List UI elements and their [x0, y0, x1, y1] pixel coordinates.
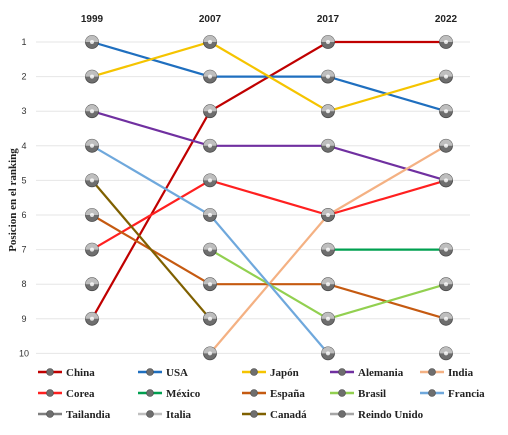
y-tick-9: 9 [21, 314, 26, 324]
legend-item-12: Canadá [242, 409, 307, 421]
marker-12-1 [203, 311, 217, 326]
legend-label: India [448, 367, 474, 379]
marker-7-2 [321, 277, 335, 292]
y-tick-5: 5 [21, 175, 26, 185]
marker-4-1 [203, 346, 217, 361]
legend-label: México [166, 388, 201, 400]
marker-0-0 [85, 311, 99, 326]
y-tick-7: 7 [21, 245, 26, 255]
marker-2-1 [203, 35, 217, 49]
marker-2-2 [321, 104, 335, 119]
marker-4-3 [439, 138, 453, 153]
legend-item-9: Francia [420, 388, 485, 400]
legend-item-8: Brasil [330, 388, 386, 400]
marker-7-1 [203, 277, 217, 292]
marker-3-2 [321, 138, 335, 153]
series-line-2 [91, 40, 447, 113]
y-tick-1: 1 [21, 37, 26, 47]
marker-7-3 [439, 311, 453, 326]
legend-item-5: Corea [38, 388, 95, 400]
marker-1-3 [439, 104, 453, 119]
y-tick-4: 4 [21, 141, 26, 151]
marker-6-2 [321, 242, 335, 257]
marker-10-3 [439, 346, 453, 361]
y-tick-10: 10 [19, 348, 29, 358]
marker-9-1 [203, 208, 217, 222]
legend-item-6: México [138, 388, 201, 400]
grid [36, 41, 470, 354]
marker-13-0 [85, 277, 99, 292]
y-tick-6: 6 [21, 210, 26, 220]
series-lines [91, 40, 447, 355]
legend-label: Francia [448, 388, 485, 400]
y-axis-label: Posicion en el ranking [7, 148, 19, 252]
legend: China USA Japón Alemania India Corea México Esp… [38, 367, 485, 421]
y-tick-2: 2 [21, 72, 26, 82]
x-label-1999: 1999 [81, 14, 104, 25]
legend-item-3: Alemania [330, 367, 404, 379]
marker-0-1 [203, 104, 217, 119]
series-line-5 [91, 179, 447, 251]
marker-3-1 [203, 138, 217, 153]
legend-label: USA [166, 367, 188, 379]
x-label-2022: 2022 [435, 14, 458, 25]
legend-label: Corea [66, 388, 95, 400]
x-label-2017: 2017 [317, 14, 340, 25]
legend-item-13: Reindo Unido [330, 409, 424, 421]
marker-1-0 [85, 35, 99, 49]
y-tick-8: 8 [21, 279, 26, 289]
legend-item-7: España [242, 388, 305, 400]
legend-item-0: China [38, 367, 95, 379]
legend-item-4: India [420, 367, 474, 379]
marker-7-0 [85, 208, 99, 222]
marker-12-0 [85, 173, 99, 188]
marker-9-2 [321, 346, 335, 361]
marker-8-1 [203, 242, 217, 257]
series-line-12 [91, 179, 211, 320]
legend-label: Brasil [358, 388, 386, 400]
marker-2-0 [85, 69, 99, 84]
legend-item-10: Tailandia [38, 409, 111, 421]
y-tick-3: 3 [21, 106, 26, 116]
marker-0-3 [439, 35, 453, 49]
legend-label: China [66, 367, 95, 379]
legend-item-2: Japón [242, 367, 299, 379]
legend-label: Italia [166, 409, 192, 421]
marker-0-2 [321, 35, 335, 49]
marker-5-2 [321, 208, 335, 222]
marker-5-1 [203, 173, 217, 188]
marker-5-0 [85, 242, 99, 257]
series-markers [85, 35, 453, 361]
x-axis-labels: 1999 2007 2017 2022 [81, 14, 458, 25]
marker-1-2 [321, 69, 335, 84]
y-axis-ticks: 1 2 3 4 5 6 7 8 9 10 [19, 37, 29, 358]
marker-6-3 [439, 242, 453, 257]
marker-8-2 [321, 311, 335, 326]
marker-9-0 [85, 138, 99, 153]
marker-5-3 [439, 173, 453, 188]
legend-label: Reindo Unido [358, 409, 424, 421]
legend-label: Canadá [270, 409, 307, 421]
legend-item-1: USA [138, 367, 188, 379]
marker-1-1 [203, 69, 217, 84]
marker-2-3 [439, 69, 453, 84]
marker-8-3 [439, 277, 453, 292]
legend-label: España [270, 388, 305, 400]
x-label-2007: 2007 [199, 14, 222, 25]
series-line-7 [91, 214, 447, 320]
series-line-3 [91, 110, 447, 182]
marker-3-0 [85, 104, 99, 119]
legend-label: Tailandia [66, 409, 111, 421]
legend-label: Japón [270, 367, 299, 379]
legend-item-11: Italia [138, 409, 192, 421]
legend-label: Alemania [358, 367, 404, 379]
